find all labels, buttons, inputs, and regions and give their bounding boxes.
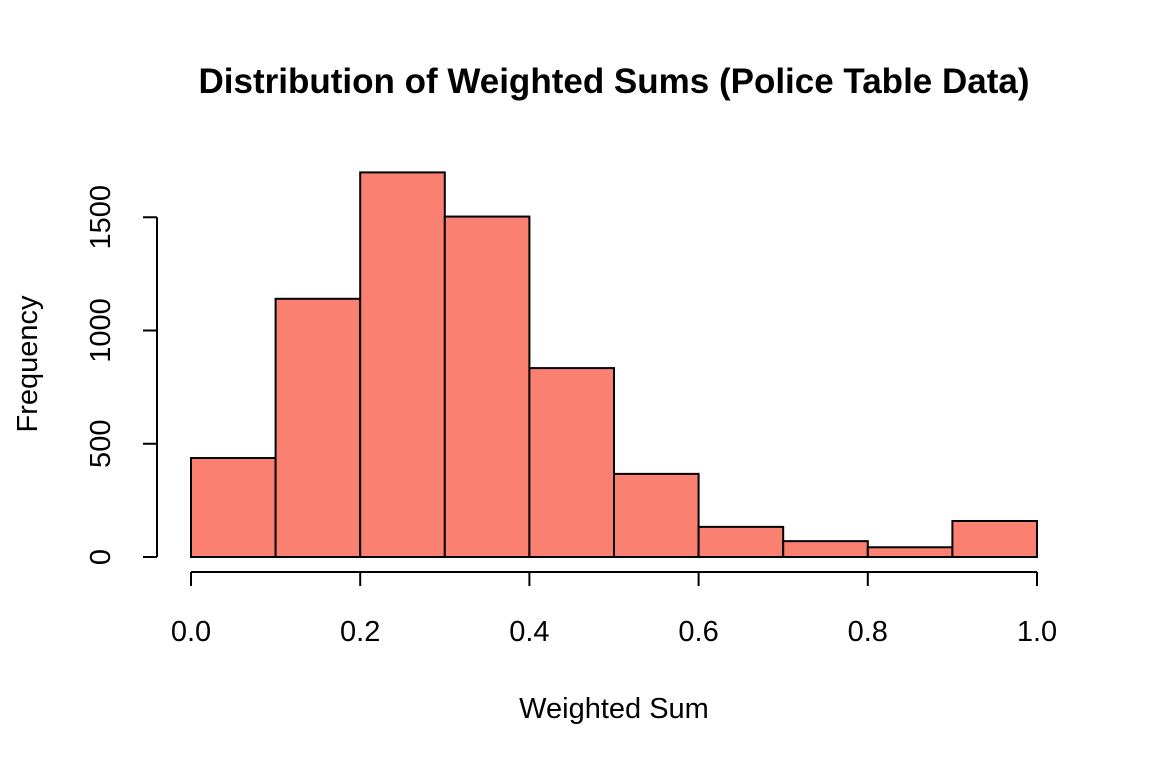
y-axis: 0 500 1000 1500 [85, 185, 158, 565]
histogram-bar [866, 546, 954, 558]
y-tick-label: 1000 [85, 298, 117, 363]
x-tick-label: 0.2 [340, 616, 380, 648]
y-axis-label: Frequency [12, 295, 44, 433]
chart-title: Distribution of Weighted Sums (Police Ta… [199, 62, 1030, 101]
y-tick-label: 1500 [85, 185, 117, 250]
x-tick-label: 0.8 [848, 616, 888, 648]
histogram-bar [782, 540, 869, 559]
histogram-bar [190, 457, 277, 558]
x-axis-label: Weighted Sum [519, 693, 709, 725]
x-axis: 0.0 0.2 0.4 0.6 0.8 1.0 [171, 571, 1057, 648]
x-tick-label: 1.0 [1017, 616, 1057, 648]
y-tick-label: 500 [85, 420, 117, 468]
y-tick-label: 0 [85, 549, 117, 565]
x-tick-label: 0.0 [171, 616, 211, 648]
x-tick-label: 0.6 [678, 616, 718, 648]
histogram-bar [951, 519, 1039, 559]
histogram-bar [443, 215, 531, 558]
histogram-bar [697, 525, 785, 558]
histogram-bar [613, 472, 700, 559]
histogram-bar [274, 297, 362, 558]
histogram-bar [359, 171, 446, 558]
histogram-bar [528, 367, 616, 558]
bars-group [190, 171, 1039, 559]
x-tick-label: 0.4 [509, 616, 549, 648]
